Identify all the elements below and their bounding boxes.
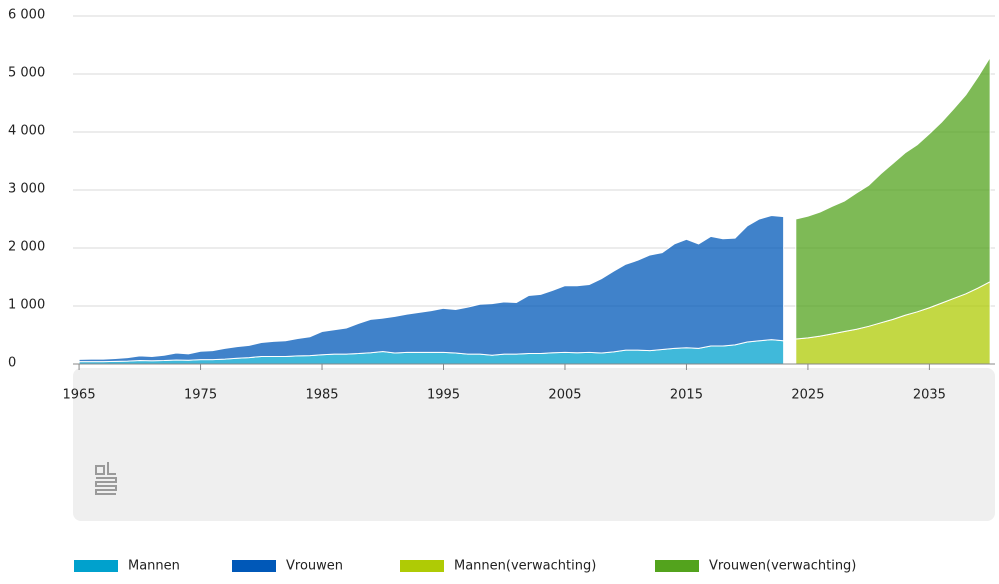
y-tick-label: 6 000	[8, 8, 45, 23]
x-tick-label: 1975	[184, 388, 217, 403]
legend-label: Vrouwen	[286, 559, 343, 574]
x-tick-label: 1965	[63, 388, 96, 403]
y-tick-label: 5 000	[8, 66, 45, 81]
x-tick-label: 2005	[548, 388, 581, 403]
y-tick-label: 0	[8, 356, 16, 371]
area	[795, 55, 991, 340]
y-tick-label: 2 000	[8, 240, 45, 255]
x-tick-label: 2015	[670, 388, 703, 403]
x-tick-label: 2025	[791, 388, 824, 403]
x-tick-label: 1985	[305, 388, 338, 403]
legend-swatch	[74, 560, 118, 572]
x-tick-label: 2035	[913, 388, 946, 403]
cbs-logo	[95, 462, 117, 495]
area	[78, 215, 785, 363]
legend-swatch	[232, 560, 276, 572]
legend-label: Vrouwen(verwachting)	[709, 559, 856, 574]
y-tick-label: 4 000	[8, 124, 45, 139]
y-tick-label: 3 000	[8, 182, 45, 197]
legend-label: Mannen(verwachting)	[454, 559, 596, 574]
x-tick-label: 1995	[427, 388, 460, 403]
footer-panel	[73, 368, 995, 521]
legend-swatch	[400, 560, 444, 572]
legend-swatch	[655, 560, 699, 572]
legend-label: Mannen	[128, 559, 180, 574]
y-tick-label: 1 000	[8, 298, 45, 313]
